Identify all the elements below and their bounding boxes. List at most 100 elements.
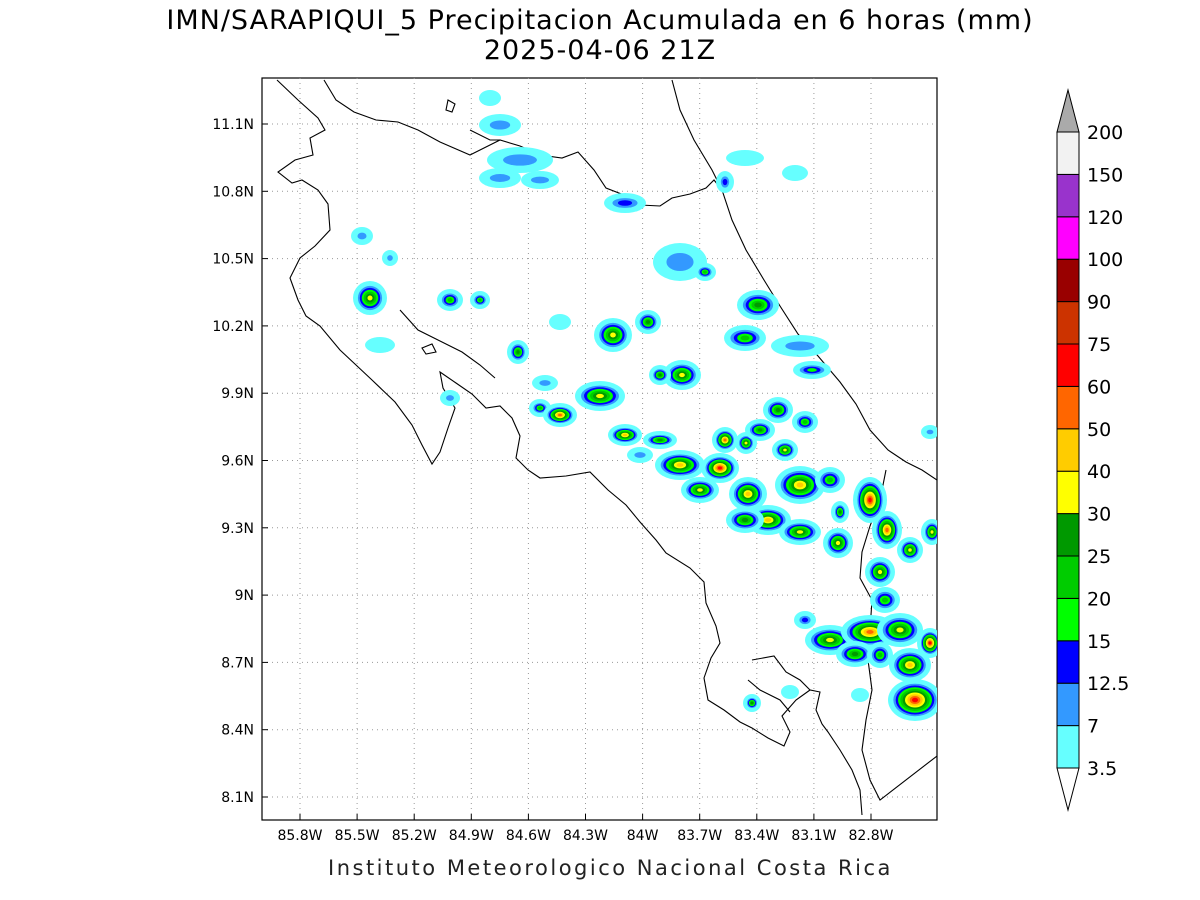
colorbar-swatch	[1056, 640, 1080, 684]
rain-cell	[782, 165, 808, 181]
colorbar-swatch	[1056, 385, 1080, 430]
colorbar-swatch	[1056, 470, 1080, 515]
x-tick-label: 84.9W	[449, 828, 494, 844]
coastline	[276, 79, 937, 816]
colorbar-swatch	[1056, 682, 1080, 727]
x-tick-label: 85.8W	[277, 828, 322, 844]
rain-cell	[635, 310, 661, 334]
rain-cell	[655, 450, 705, 480]
rain-cell	[694, 263, 716, 281]
colorbar-level-label: 25	[1087, 546, 1111, 568]
colorbar-swatch	[1056, 725, 1080, 769]
rain-cell	[643, 431, 677, 449]
colorbar-level-label: 100	[1087, 249, 1123, 271]
colorbar-over-triangle	[1056, 88, 1080, 133]
rain-cell	[351, 227, 373, 245]
colorbar-level-label: 15	[1087, 631, 1111, 653]
colorbar-swatch	[1056, 173, 1080, 218]
rain-cell	[877, 613, 923, 647]
rain-cell	[851, 688, 869, 702]
colorbar-legend: 3.5 7 12.5 15 20 25 30 40 50 60 75 90 100 120 150 200	[1056, 88, 1129, 812]
rain-cell	[575, 381, 625, 411]
y-tick-label: 10.8N	[212, 184, 254, 200]
colorbar-level-label: 150	[1087, 164, 1123, 186]
rain-cell	[792, 411, 818, 433]
colorbar-under-triangle	[1056, 767, 1080, 812]
rain-cell	[793, 361, 831, 379]
x-tick-label: 84W	[627, 828, 659, 844]
y-tick-label: 10.5N	[212, 252, 254, 268]
y-tick-label: 9.6N	[221, 454, 254, 470]
colorbar-swatch	[1056, 513, 1080, 557]
rain-cell	[681, 477, 719, 503]
rain-cell	[888, 679, 937, 721]
colorbar-swatch	[1056, 597, 1080, 642]
rain-cell	[382, 250, 398, 266]
x-tick-label: 85.5W	[335, 828, 380, 844]
rain-cell	[921, 425, 937, 439]
rain-cell	[867, 642, 893, 668]
colorbar-level-label: 3.5	[1087, 758, 1117, 780]
map-frame	[261, 77, 938, 821]
rain-cell	[649, 365, 671, 385]
rain-cell	[712, 427, 738, 453]
rain-cell	[745, 419, 775, 441]
rain-cell	[479, 168, 521, 188]
x-tick-label: 82.8W	[848, 828, 893, 844]
colorbar-level-label: 90	[1087, 292, 1111, 314]
rain-cell	[479, 90, 501, 106]
rain-cell	[701, 453, 739, 483]
rain-cell	[729, 477, 767, 511]
rain-cell	[716, 171, 734, 193]
rain-cell	[365, 337, 395, 353]
x-tick-label: 83.4W	[734, 828, 779, 844]
y-tick-label: 8.4N	[221, 723, 254, 739]
colorbar-level-label: 120	[1087, 207, 1123, 229]
rain-cell	[737, 290, 779, 320]
colorbar-level-label: 200	[1087, 122, 1123, 144]
rain-cell	[897, 537, 923, 563]
rain-cell	[865, 557, 895, 587]
x-tick-label: 84.6W	[506, 828, 551, 844]
colorbar-level-label: 60	[1087, 376, 1111, 398]
rain-cell	[836, 641, 874, 667]
map-subtitle-datetime: 2025-04-06 21Z	[483, 35, 717, 66]
rain-cell	[743, 694, 761, 712]
rain-cell	[781, 685, 799, 699]
rain-cell	[726, 150, 764, 166]
rain-cell	[521, 171, 559, 189]
y-tick-label: 10.2N	[212, 319, 254, 335]
rain-cell	[917, 628, 937, 658]
rain-cell	[853, 477, 887, 523]
rain-cell	[771, 335, 829, 357]
rain-cell	[549, 314, 571, 330]
colorbar-level-label: 30	[1087, 504, 1111, 526]
rain-cell	[479, 114, 521, 136]
colorbar-level-label: 75	[1087, 334, 1111, 356]
x-tick-label: 83.7W	[677, 828, 722, 844]
rain-cell	[763, 397, 793, 423]
y-tick-label: 9N	[235, 588, 254, 604]
colorbar-swatch	[1056, 343, 1080, 387]
rain-cell	[794, 611, 816, 629]
rain-cell	[608, 424, 642, 446]
rain-cell	[870, 587, 900, 613]
colorbar-level-label: 20	[1087, 588, 1111, 610]
rain-cell	[823, 528, 853, 558]
colorbar-level-label: 40	[1087, 461, 1111, 483]
rain-cell	[724, 325, 766, 351]
rain-cell	[889, 648, 931, 682]
rain-cell	[604, 193, 646, 213]
rain-cell	[507, 340, 529, 364]
rain-cell	[437, 289, 463, 311]
rain-cell	[543, 403, 577, 427]
colorbar-swatch	[1056, 301, 1080, 345]
colorbar-swatch	[1056, 216, 1080, 260]
colorbar-swatch	[1056, 258, 1080, 303]
rain-cell	[663, 360, 701, 390]
y-tick-label: 11.1N	[212, 117, 254, 133]
rain-cell	[487, 147, 553, 173]
x-tick-label: 85.2W	[392, 828, 437, 844]
rain-cell	[627, 447, 653, 463]
